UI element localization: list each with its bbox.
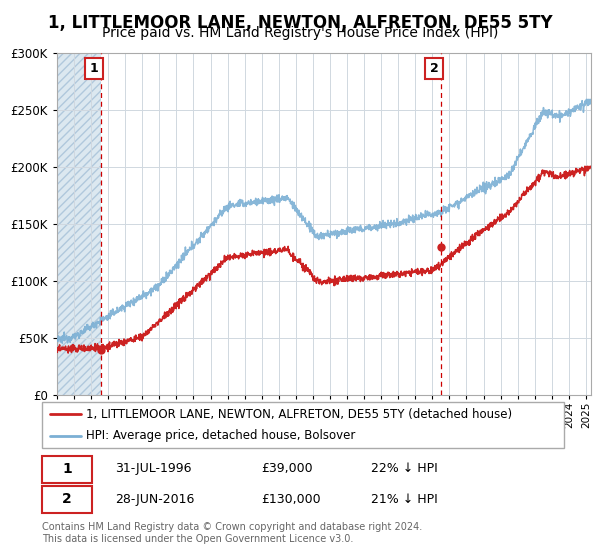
Text: £130,000: £130,000 <box>261 493 321 506</box>
Text: 1: 1 <box>62 462 72 476</box>
Text: Price paid vs. HM Land Registry's House Price Index (HPI): Price paid vs. HM Land Registry's House … <box>102 26 498 40</box>
Text: 21% ↓ HPI: 21% ↓ HPI <box>371 493 437 506</box>
Text: 31-JUL-1996: 31-JUL-1996 <box>115 463 191 475</box>
Text: 1, LITTLEMOOR LANE, NEWTON, ALFRETON, DE55 5TY: 1, LITTLEMOOR LANE, NEWTON, ALFRETON, DE… <box>47 14 553 32</box>
Text: 2: 2 <box>430 62 439 75</box>
Text: 2: 2 <box>62 492 72 506</box>
Text: HPI: Average price, detached house, Bolsover: HPI: Average price, detached house, Bols… <box>86 429 356 442</box>
Text: £39,000: £39,000 <box>261 463 313 475</box>
Bar <box>57 53 101 395</box>
Text: Contains HM Land Registry data © Crown copyright and database right 2024.
This d: Contains HM Land Registry data © Crown c… <box>42 522 422 544</box>
Text: 1, LITTLEMOOR LANE, NEWTON, ALFRETON, DE55 5TY (detached house): 1, LITTLEMOOR LANE, NEWTON, ALFRETON, DE… <box>86 408 512 421</box>
FancyBboxPatch shape <box>42 487 92 513</box>
FancyBboxPatch shape <box>42 402 564 448</box>
Text: 1: 1 <box>90 62 98 75</box>
FancyBboxPatch shape <box>42 456 92 483</box>
Text: 28-JUN-2016: 28-JUN-2016 <box>115 493 194 506</box>
Text: 22% ↓ HPI: 22% ↓ HPI <box>371 463 437 475</box>
